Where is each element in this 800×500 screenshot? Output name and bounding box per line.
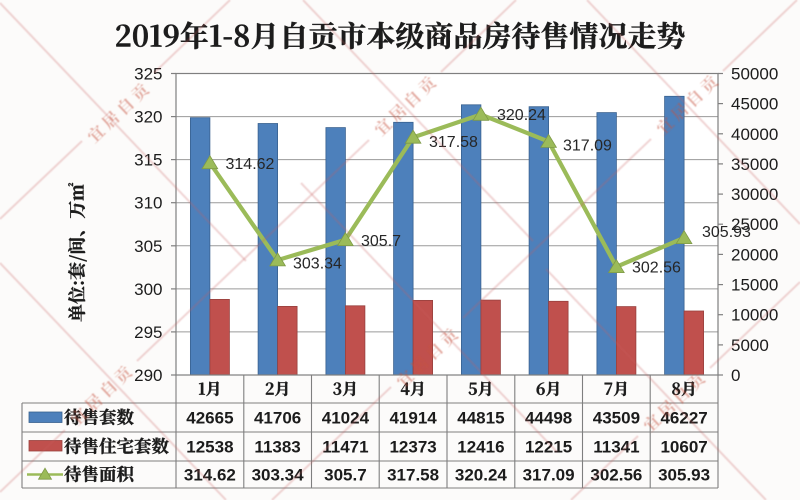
svg-text:295: 295	[134, 323, 162, 342]
svg-text:310: 310	[134, 194, 162, 213]
svg-text:20000: 20000	[731, 245, 778, 264]
svg-text:12416: 12416	[457, 438, 504, 457]
svg-text:317.09: 317.09	[563, 138, 612, 155]
svg-text:10607: 10607	[660, 438, 707, 457]
svg-text:317.58: 317.58	[387, 466, 439, 485]
svg-text:11341: 11341	[593, 438, 639, 457]
svg-text:300: 300	[134, 280, 162, 299]
svg-text:15000: 15000	[731, 276, 778, 295]
svg-text:35000: 35000	[731, 155, 778, 174]
svg-text:12215: 12215	[525, 438, 572, 457]
svg-text:315: 315	[134, 151, 162, 170]
svg-text:314.62: 314.62	[226, 156, 275, 173]
svg-text:317.09: 317.09	[523, 466, 575, 485]
svg-text:320.24: 320.24	[455, 466, 508, 485]
svg-text:305.93: 305.93	[702, 224, 751, 241]
svg-text:305: 305	[134, 237, 162, 256]
svg-text:40000: 40000	[731, 125, 778, 144]
svg-text:11383: 11383	[254, 438, 300, 457]
svg-text:45000: 45000	[731, 95, 778, 114]
svg-text:10000: 10000	[731, 306, 778, 325]
svg-text:305.93: 305.93	[658, 466, 710, 485]
svg-text:5000: 5000	[731, 336, 769, 355]
svg-text:42665: 42665	[186, 409, 233, 428]
svg-text:305.7: 305.7	[361, 233, 401, 250]
svg-text:317.58: 317.58	[429, 134, 478, 151]
svg-text:320.24: 320.24	[497, 107, 546, 124]
svg-text:303.34: 303.34	[252, 466, 305, 485]
svg-text:50000: 50000	[731, 65, 778, 84]
svg-text:303.34: 303.34	[293, 256, 342, 273]
svg-text:43509: 43509	[593, 409, 640, 428]
svg-text:302.56: 302.56	[632, 260, 681, 277]
svg-text:46227: 46227	[660, 409, 707, 428]
svg-text:0: 0	[731, 366, 740, 385]
svg-text:44498: 44498	[525, 409, 572, 428]
svg-text:325: 325	[134, 65, 162, 84]
svg-text:290: 290	[134, 366, 162, 385]
svg-text:12538: 12538	[186, 438, 233, 457]
svg-text:25000: 25000	[731, 215, 778, 234]
svg-text:305.7: 305.7	[324, 466, 367, 485]
svg-text:44815: 44815	[457, 409, 504, 428]
svg-text:12373: 12373	[389, 438, 436, 457]
svg-text:320: 320	[134, 108, 162, 127]
svg-text:41706: 41706	[254, 409, 301, 428]
svg-text:41024: 41024	[322, 409, 370, 428]
svg-text:41914: 41914	[389, 409, 437, 428]
